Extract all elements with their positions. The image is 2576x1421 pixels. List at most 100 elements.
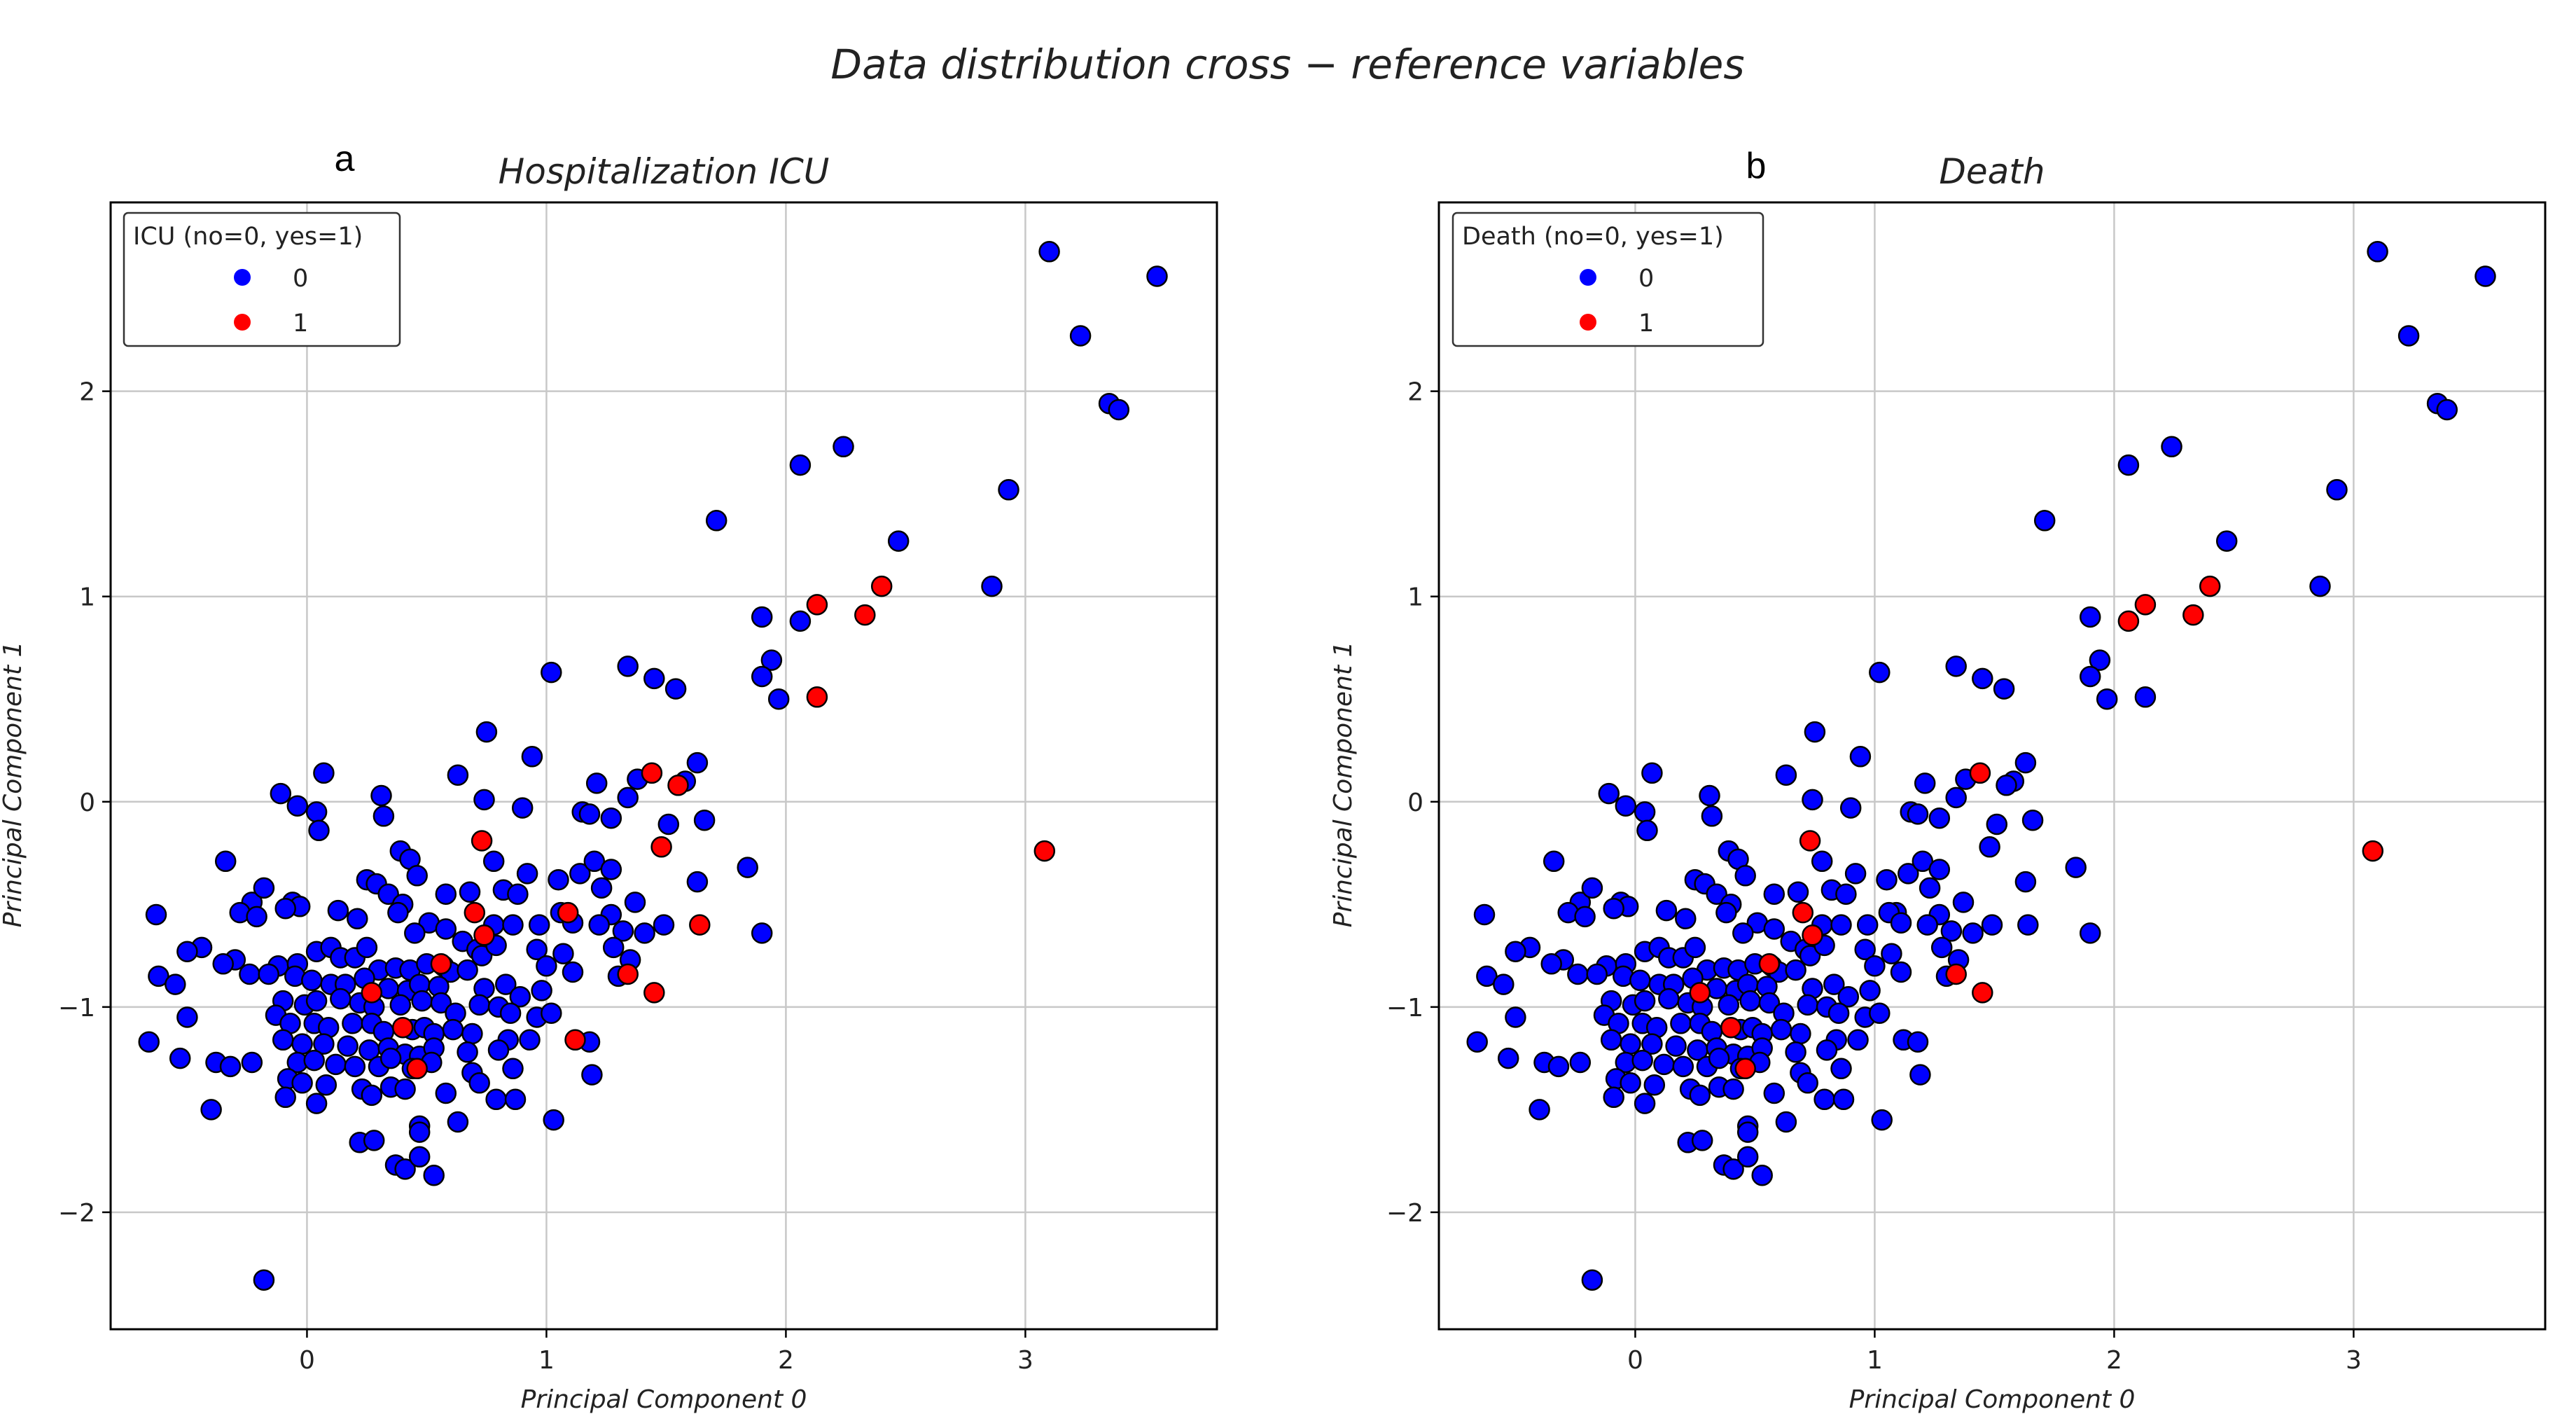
y-tick-label: 1 (79, 583, 95, 612)
data-point-class-1 (1033, 840, 1056, 862)
data-point-class-0 (789, 610, 812, 632)
data-point-class-1 (2362, 840, 2384, 862)
data-point-class-0 (1928, 859, 1951, 880)
data-point-class-0 (435, 1082, 457, 1104)
data-point-class-0 (1869, 1002, 1891, 1024)
data-point-class-0 (562, 961, 584, 983)
data-point-class-0 (1972, 667, 1993, 690)
data-point-class-0 (887, 530, 910, 552)
data-point-class-0 (531, 980, 552, 1001)
x-tick-label: 1 (1867, 1346, 1883, 1375)
data-point-class-1 (2199, 575, 2221, 597)
data-point-class-0 (305, 801, 328, 823)
data-point-class-0 (504, 1088, 527, 1111)
data-point-class-0 (1653, 1053, 1675, 1076)
data-point-class-0 (274, 1086, 296, 1109)
data-point-class-0 (1567, 963, 1589, 985)
data-point-class-0 (536, 955, 557, 977)
data-point-class-0 (380, 1047, 402, 1069)
data-point-class-0 (1473, 903, 1496, 926)
data-point-class-0 (482, 850, 505, 873)
data-point-class-0 (1890, 912, 1912, 934)
x-tick-label: 2 (2106, 1346, 2122, 1375)
data-point-class-1 (406, 1058, 428, 1080)
data-point-class-0 (1881, 943, 1902, 964)
data-point-class-0 (457, 959, 478, 981)
data-point-class-0 (1540, 953, 1562, 975)
data-point-class-0 (461, 1023, 483, 1045)
data-point-class-0 (526, 938, 548, 961)
data-point-class-0 (1830, 914, 1852, 936)
data-point-class-0 (1847, 1029, 1869, 1051)
data-point-class-0 (176, 941, 198, 962)
data-point-class-1 (1945, 963, 1967, 985)
data-point-class-0 (767, 688, 790, 710)
data-point-class-0 (327, 899, 349, 922)
data-point-class-0 (2079, 606, 2101, 628)
data-point-class-0 (241, 1051, 263, 1074)
data-point-class-0 (1718, 994, 1740, 1016)
data-point-class-0 (1581, 1269, 1603, 1291)
data-point-class-0 (1739, 990, 1761, 1012)
data-point-class-1 (650, 836, 672, 858)
data-point-class-0 (1636, 819, 1658, 842)
y-tick-label: 0 (79, 789, 95, 817)
data-point-class-0 (1859, 980, 1881, 1001)
data-point-class-1 (641, 762, 663, 784)
grid-icu (111, 202, 1217, 1329)
data-point-class-1 (2182, 604, 2204, 626)
data-point-class-1 (471, 830, 493, 852)
y-tick-label: −2 (58, 1199, 95, 1228)
data-point-class-0 (1835, 883, 1857, 905)
data-point-class-0 (2161, 436, 2182, 458)
data-point-class-0 (1799, 945, 1821, 966)
data-point-class-0 (1928, 807, 1951, 829)
data-point-class-0 (387, 901, 409, 924)
data-point-class-0 (148, 965, 169, 987)
data-point-class-0 (2096, 688, 2118, 710)
data-point-class-0 (1069, 325, 1092, 347)
data-point-class-0 (624, 892, 646, 913)
data-point-class-0 (617, 656, 639, 677)
data-point-class-1 (854, 604, 876, 626)
data-point-class-1 (564, 1029, 586, 1051)
y-axis-label-icu: Principal Component 1 (0, 642, 27, 928)
data-point-class-0 (347, 908, 368, 930)
data-point-class-0 (751, 665, 773, 688)
data-point-class-1 (2134, 594, 2157, 616)
data-point-class-1 (806, 594, 828, 616)
data-point-class-0 (737, 857, 758, 878)
data-point-class-0 (1844, 863, 1867, 885)
data-point-class-0 (325, 1053, 347, 1076)
data-point-class-0 (389, 994, 412, 1016)
data-point-class-0 (1699, 784, 1720, 807)
data-point-class-0 (569, 863, 591, 885)
data-point-class-1 (1734, 1058, 1756, 1080)
data-point-class-0 (602, 936, 625, 959)
data-point-class-0 (653, 914, 675, 936)
data-point-class-0 (1598, 782, 1620, 805)
data-point-class-0 (274, 897, 296, 920)
data-point-class-0 (548, 868, 569, 891)
data-point-class-1 (430, 953, 452, 975)
data-point-class-0 (1658, 987, 1680, 1010)
data-point-class-0 (600, 807, 622, 829)
data-point-class-0 (406, 865, 428, 887)
data-point-class-0 (1736, 1121, 1759, 1143)
data-point-class-0 (1569, 1051, 1592, 1074)
data-point-class-0 (1785, 1041, 1806, 1063)
data-point-class-0 (2397, 325, 2420, 347)
data-point-class-0 (1787, 881, 1809, 903)
data-point-class-0 (1600, 1029, 1622, 1051)
data-point-class-0 (447, 764, 469, 786)
data-point-class-0 (1871, 1109, 1893, 1131)
data-point-class-0 (1940, 920, 1963, 942)
data-point-class-0 (165, 973, 186, 995)
data-point-class-0 (1634, 1093, 1656, 1114)
data-point-class-0 (1837, 985, 1860, 1008)
data-point-class-0 (200, 1099, 222, 1121)
x-tick-label: 3 (1017, 1346, 1033, 1375)
data-point-class-0 (521, 746, 543, 768)
legend-icu: ICU (no=0, yes=1) 0 1 (123, 212, 401, 347)
